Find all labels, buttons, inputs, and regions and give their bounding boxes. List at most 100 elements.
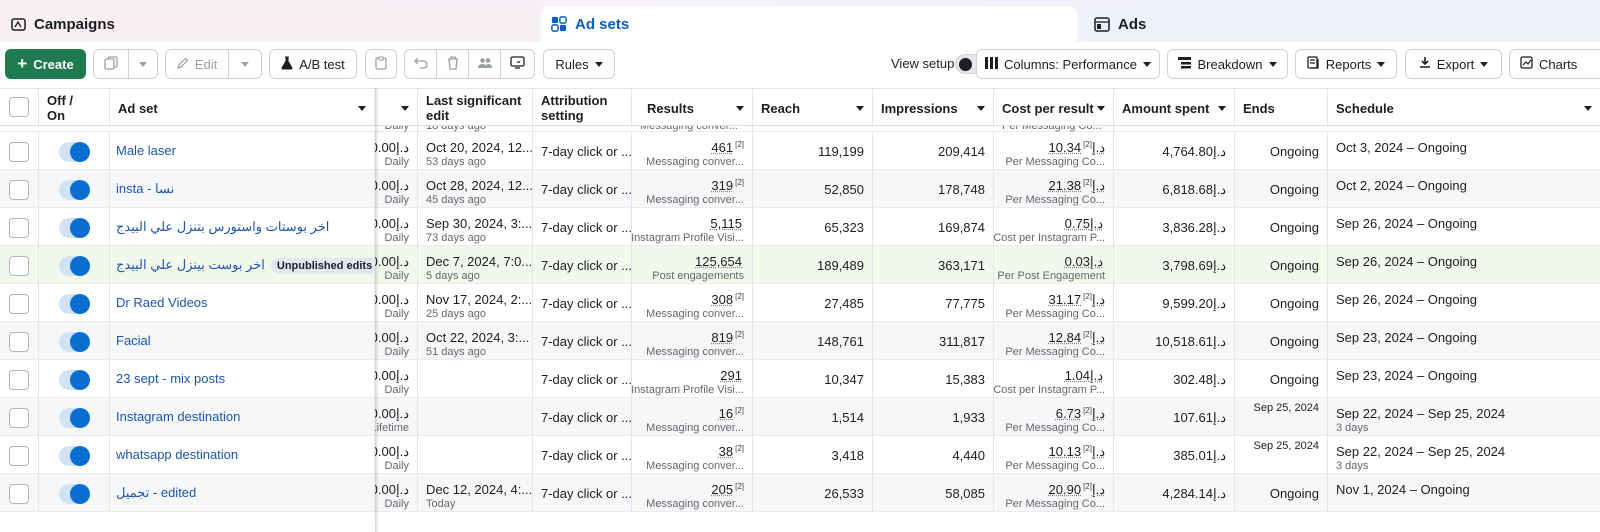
- row-checkbox[interactable]: [9, 370, 29, 390]
- ad-set-toggle[interactable]: [59, 180, 89, 200]
- row-checkbox[interactable]: [9, 180, 29, 200]
- table-row[interactable]: تجميل - edited 50.00د.إ Daily Dec 12, 20…: [0, 474, 1600, 512]
- header-attribution[interactable]: Attribution setting: [533, 89, 632, 127]
- header-off-on[interactable]: Off / On: [39, 89, 110, 127]
- results-type: Messaging conver...: [646, 194, 744, 206]
- edit-dropdown-button[interactable]: [228, 49, 262, 79]
- row-checkbox[interactable]: [9, 294, 29, 314]
- header-last-edit[interactable]: Last significant edit: [418, 89, 533, 127]
- ad-set-name[interactable]: Facial: [116, 333, 151, 348]
- table-row[interactable]: اخر بوستات واستورس بتنزل علي البيدج 50.0…: [0, 208, 1600, 246]
- impressions-cell: 178,748: [873, 170, 994, 209]
- ends-cell: Sep 25, 2024: [1235, 398, 1328, 437]
- results-type: Post engagements: [652, 270, 744, 282]
- toolbar: + Create Edit A/B test: [0, 44, 1600, 88]
- cost-per-result-cell: 12.84د.إ[2] Per Messaging Co...: [994, 322, 1114, 361]
- ad-set-toggle[interactable]: [59, 142, 89, 162]
- row-checkbox[interactable]: [9, 484, 29, 504]
- amount-spent-value: 10,518.61د.إ: [1155, 334, 1226, 350]
- toggle-cell: [39, 170, 110, 209]
- ad-set-name[interactable]: تجميل - edited: [116, 485, 196, 501]
- ad-set-toggle[interactable]: [59, 408, 89, 428]
- ends-cell: Ongoing: [1235, 360, 1328, 399]
- select-all-checkbox[interactable]: [9, 97, 29, 117]
- export-button[interactable]: Export: [1405, 49, 1502, 79]
- header-ends[interactable]: Ends: [1235, 89, 1328, 127]
- tab-ads[interactable]: Ads: [1084, 6, 1600, 42]
- last-edit-cell: [418, 360, 533, 399]
- ad-set-name[interactable]: Dr Raed Videos: [116, 295, 208, 310]
- preview-button[interactable]: [500, 49, 535, 79]
- ad-set-name[interactable]: Instagram destination: [116, 409, 240, 424]
- edit-button[interactable]: Edit: [165, 49, 229, 79]
- header-amount-spent[interactable]: Amount spent: [1114, 89, 1235, 127]
- header-reach[interactable]: Reach: [753, 89, 873, 127]
- tab-campaigns[interactable]: Campaigns: [0, 6, 534, 42]
- tab-ad-sets[interactable]: Ad sets: [541, 6, 1077, 42]
- ad-set-name[interactable]: insta - نسا: [116, 181, 174, 197]
- undo-button[interactable]: [404, 49, 437, 79]
- header-impressions[interactable]: Impressions: [873, 89, 994, 127]
- charts-button[interactable]: Charts: [1509, 49, 1600, 79]
- ad-set-toggle[interactable]: [59, 332, 89, 352]
- last-edit-date: Dec 12, 2024, 4:...: [426, 482, 532, 497]
- results-value: 291: [720, 368, 744, 383]
- header-ad-set[interactable]: Ad set: [110, 89, 375, 127]
- breakdown-button[interactable]: Breakdown: [1167, 49, 1288, 79]
- ad-set-cell: Facial: [110, 322, 375, 361]
- row-checkbox[interactable]: [9, 256, 29, 276]
- table-row[interactable]: Male laser 50.00د.إ Daily Oct 20, 2024, …: [0, 132, 1600, 170]
- ad-set-name[interactable]: whatsapp destination: [116, 447, 238, 462]
- cost-type: Per Messaging Co...: [1005, 156, 1105, 168]
- schedule-cell: Oct 3, 2024 – Ongoing: [1328, 132, 1600, 171]
- table-row[interactable]: Instagram destination 00.00د.إ Lifetime …: [0, 398, 1600, 436]
- rules-button[interactable]: Rules: [543, 49, 615, 79]
- row-checkbox[interactable]: [9, 408, 29, 428]
- ad-set-toggle[interactable]: [59, 256, 89, 276]
- reports-icon: [1307, 56, 1320, 72]
- cost-type: Per Messaging Co...: [1005, 422, 1105, 434]
- assign-button[interactable]: [468, 49, 501, 79]
- row-checkbox[interactable]: [9, 142, 29, 162]
- reports-button[interactable]: Reports: [1295, 49, 1397, 79]
- ad-set-toggle[interactable]: [59, 294, 89, 314]
- amount-spent-value: 4,764.80د.إ: [1162, 144, 1226, 160]
- table-row[interactable]: whatsapp destination 00.00د.إ Daily 7-da…: [0, 436, 1600, 474]
- schedule-value: Sep 26, 2024 – Ongoing: [1336, 216, 1477, 231]
- ad-set-toggle[interactable]: [59, 484, 89, 504]
- reach-value: 189,489: [817, 258, 864, 273]
- ad-set-name[interactable]: اخر بوست بينزل علي البيدج Unpublished edi…: [116, 257, 375, 274]
- ad-set-name[interactable]: 23 sept - mix posts: [116, 371, 225, 386]
- ad-set-name[interactable]: Male laser: [116, 143, 176, 158]
- ad-set-name[interactable]: اخر بوستات واستورس بتنزل علي البيدج: [116, 219, 329, 235]
- ad-set-toggle[interactable]: [59, 370, 89, 390]
- row-checkbox[interactable]: [9, 446, 29, 466]
- duplicate-dropdown-button[interactable]: [128, 49, 158, 79]
- table-row[interactable]: insta - نسا 50.00د.إ Daily Oct 28, 2024,…: [0, 170, 1600, 208]
- impressions-cell: 58,085: [873, 474, 994, 513]
- ab-test-button[interactable]: A/B test: [269, 49, 357, 79]
- clipboard-button[interactable]: [365, 49, 397, 79]
- tab-ad-sets-label: Ad sets: [575, 16, 629, 33]
- toggle-cell: [39, 132, 110, 171]
- header-budget[interactable]: [375, 89, 418, 127]
- create-button[interactable]: + Create: [5, 49, 86, 79]
- header-attribution-label: Attribution setting: [541, 93, 623, 123]
- duplicate-button[interactable]: [93, 49, 129, 79]
- header-schedule[interactable]: Schedule: [1328, 89, 1600, 127]
- row-checkbox[interactable]: [9, 218, 29, 238]
- header-results[interactable]: Results: [632, 89, 753, 127]
- table-row[interactable]: اخر بوست بينزل علي البيدج Unpublished edi…: [0, 246, 1600, 284]
- ad-set-toggle[interactable]: [59, 218, 89, 238]
- columns-button[interactable]: Columns: Performance: [976, 49, 1160, 79]
- delete-button[interactable]: [436, 49, 469, 79]
- table-row[interactable]: Dr Raed Videos 50.00د.إ Daily Nov 17, 20…: [0, 284, 1600, 322]
- table-row[interactable]: 23 sept - mix posts 50.00د.إ Daily 7-day…: [0, 360, 1600, 398]
- attribution-cell: 7-day click or ...: [533, 360, 632, 399]
- header-cost-per-result[interactable]: Cost per result: [994, 89, 1114, 127]
- row-checkbox[interactable]: [9, 332, 29, 352]
- table-row[interactable]: Facial 50.00د.إ Daily Oct 22, 2024, 3:..…: [0, 322, 1600, 360]
- grid-icon: [551, 16, 567, 32]
- chart-icon: [1520, 56, 1533, 72]
- ad-set-toggle[interactable]: [59, 446, 89, 466]
